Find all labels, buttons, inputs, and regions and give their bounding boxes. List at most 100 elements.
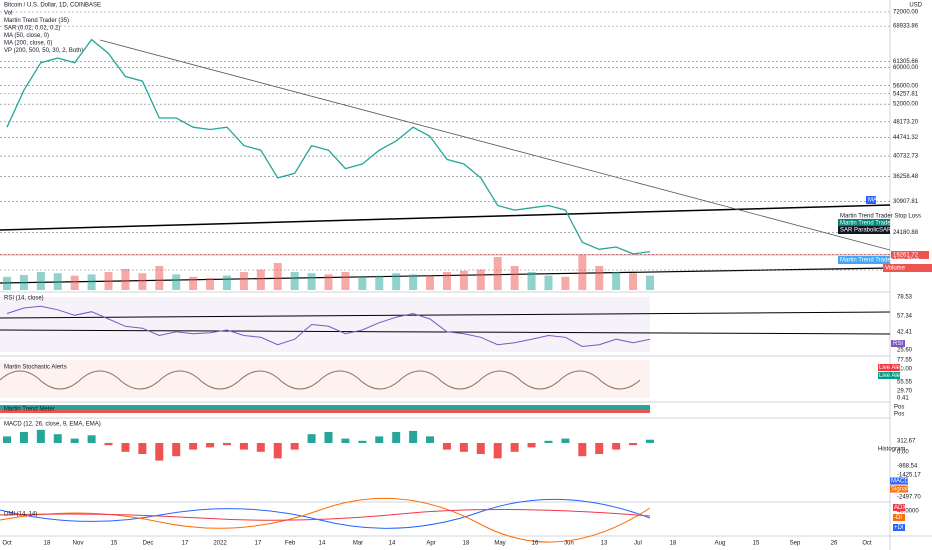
volume-bar — [544, 275, 553, 290]
price-axis-label: 61305.66 — [893, 59, 919, 65]
alert-label: Live Alert — [879, 365, 904, 371]
chart-label: Martin Trend Trader Live Alert — [840, 258, 919, 264]
date-label: 13 — [601, 541, 608, 547]
volume-bar — [646, 275, 654, 290]
date-label: 2022 — [213, 541, 227, 547]
alert-label: Live Alert — [879, 373, 904, 379]
indicator-label: SAR (0.02, 0.02, 0.2) — [4, 26, 60, 32]
trend-meter — [0, 409, 650, 413]
date-label: Mar — [353, 541, 363, 547]
currency: USD — [909, 3, 922, 9]
date-label: Nov — [73, 541, 84, 547]
alert-tag — [878, 364, 900, 371]
rsi-axis-label: 78.53 — [897, 295, 913, 301]
price-axis-label: 54257.81 — [893, 91, 919, 97]
chart-label-tag — [883, 264, 932, 272]
stoch-line — [0, 370, 641, 390]
dmi-name: +DI — [894, 525, 904, 531]
volume-bar — [87, 274, 96, 290]
chart-label: Volume — [885, 266, 906, 272]
volume-bar — [409, 274, 418, 290]
chart-label-tag — [838, 256, 890, 264]
macd-histogram-bar — [256, 443, 265, 452]
macd-axis-label: -1425.17 — [897, 473, 921, 479]
date-label: Jul — [634, 541, 642, 547]
stoch-axis-label: 29.70 — [897, 389, 913, 395]
volume-bar — [578, 255, 587, 290]
date-label: 18 — [670, 541, 677, 547]
volume-bar — [375, 275, 384, 290]
date-label: Oct — [862, 541, 872, 547]
macd-histogram-bar — [206, 443, 215, 448]
volume-bar — [172, 274, 181, 290]
trend-line — [99, 39, 891, 251]
indicator-label: VP (200, 500, 50, 30, 2, Both) — [4, 48, 83, 54]
macd-histogram-bar — [239, 443, 248, 450]
trend-meter-label: Pos — [894, 412, 904, 418]
macd-histogram-bar — [307, 434, 316, 443]
date-label: 15 — [753, 541, 760, 547]
macd-histogram-bar — [561, 438, 570, 443]
macd-histogram-bar — [476, 443, 485, 454]
stoch-axis-label: 80.00 — [897, 367, 913, 373]
date-label: 15 — [111, 541, 118, 547]
chart-label: SAR ParabolicSAR — [840, 228, 892, 234]
macd-histogram-bar — [442, 443, 451, 450]
macd-histogram-bar — [392, 432, 401, 443]
dmi-tag — [893, 504, 905, 511]
macd-histogram-bar — [510, 443, 519, 452]
volume-bar — [595, 266, 604, 290]
volume-bar — [426, 275, 435, 290]
date-label: May — [494, 541, 505, 547]
rsi-axis-label: 57.34 — [897, 314, 913, 320]
price-axis-label: 44741.32 — [893, 135, 919, 141]
macd-histogram-bar — [53, 434, 62, 443]
alert-tag — [878, 372, 900, 379]
last-price-label: 19261.72 — [893, 253, 919, 259]
chart-label: Martin Trend Trader Trend Line — [840, 221, 923, 227]
macd-histogram-bar — [19, 432, 28, 443]
macd-axis-label: -2497.70 — [897, 495, 921, 501]
chart-title: Bitcoin / U.S. Dollar, 1D, COINBASE — [4, 3, 101, 9]
macd-name: Histogram — [878, 447, 905, 453]
volume-bar — [476, 269, 485, 290]
indicator-label: MA (200, close, 0) — [4, 41, 52, 47]
dmi-line — [0, 498, 651, 529]
date-label: Dec — [143, 541, 154, 547]
volume-bar — [222, 275, 231, 290]
macd-histogram-bar — [493, 443, 502, 459]
date-label: Oct — [2, 541, 12, 547]
date-label: Aug — [715, 541, 726, 547]
macd-histogram-bar — [459, 443, 468, 452]
trend-meter — [0, 405, 650, 409]
chart-label-tag — [866, 196, 876, 204]
volume-bar — [358, 276, 367, 290]
trend-line — [0, 204, 891, 231]
volume-bar — [629, 273, 638, 290]
rsi-tag — [891, 340, 905, 347]
volume-bar — [104, 272, 113, 290]
rsi-axis-label: 25.60 — [897, 348, 913, 354]
date-label: 26 — [831, 541, 838, 547]
indicator-label: Vol — [4, 11, 12, 17]
macd-histogram-bar — [172, 443, 181, 457]
dmi-name: ADX — [894, 505, 906, 511]
chart-label-tag — [838, 219, 890, 227]
macd-tag — [890, 485, 908, 493]
volume-bar — [206, 278, 215, 290]
macd-histogram-bar — [629, 443, 638, 446]
macd-histogram-bar — [612, 443, 621, 450]
volume-bar — [527, 272, 536, 290]
volume-bar — [3, 276, 11, 290]
volume-bar — [239, 272, 248, 290]
stoch-axis-label: 55.55 — [897, 380, 913, 386]
macd-axis-label: -868.54 — [897, 464, 918, 470]
price-axis-label: 60000.00 — [893, 65, 919, 71]
price-axis-label: 68933.86 — [893, 24, 919, 30]
macd-histogram-bar — [189, 443, 198, 450]
panel-title: MACD (12, 26, close, 9, EMA, EMA) — [4, 422, 101, 428]
volume-bar — [53, 273, 62, 290]
volume-bar — [459, 270, 468, 290]
macd-histogram-bar — [87, 435, 96, 443]
